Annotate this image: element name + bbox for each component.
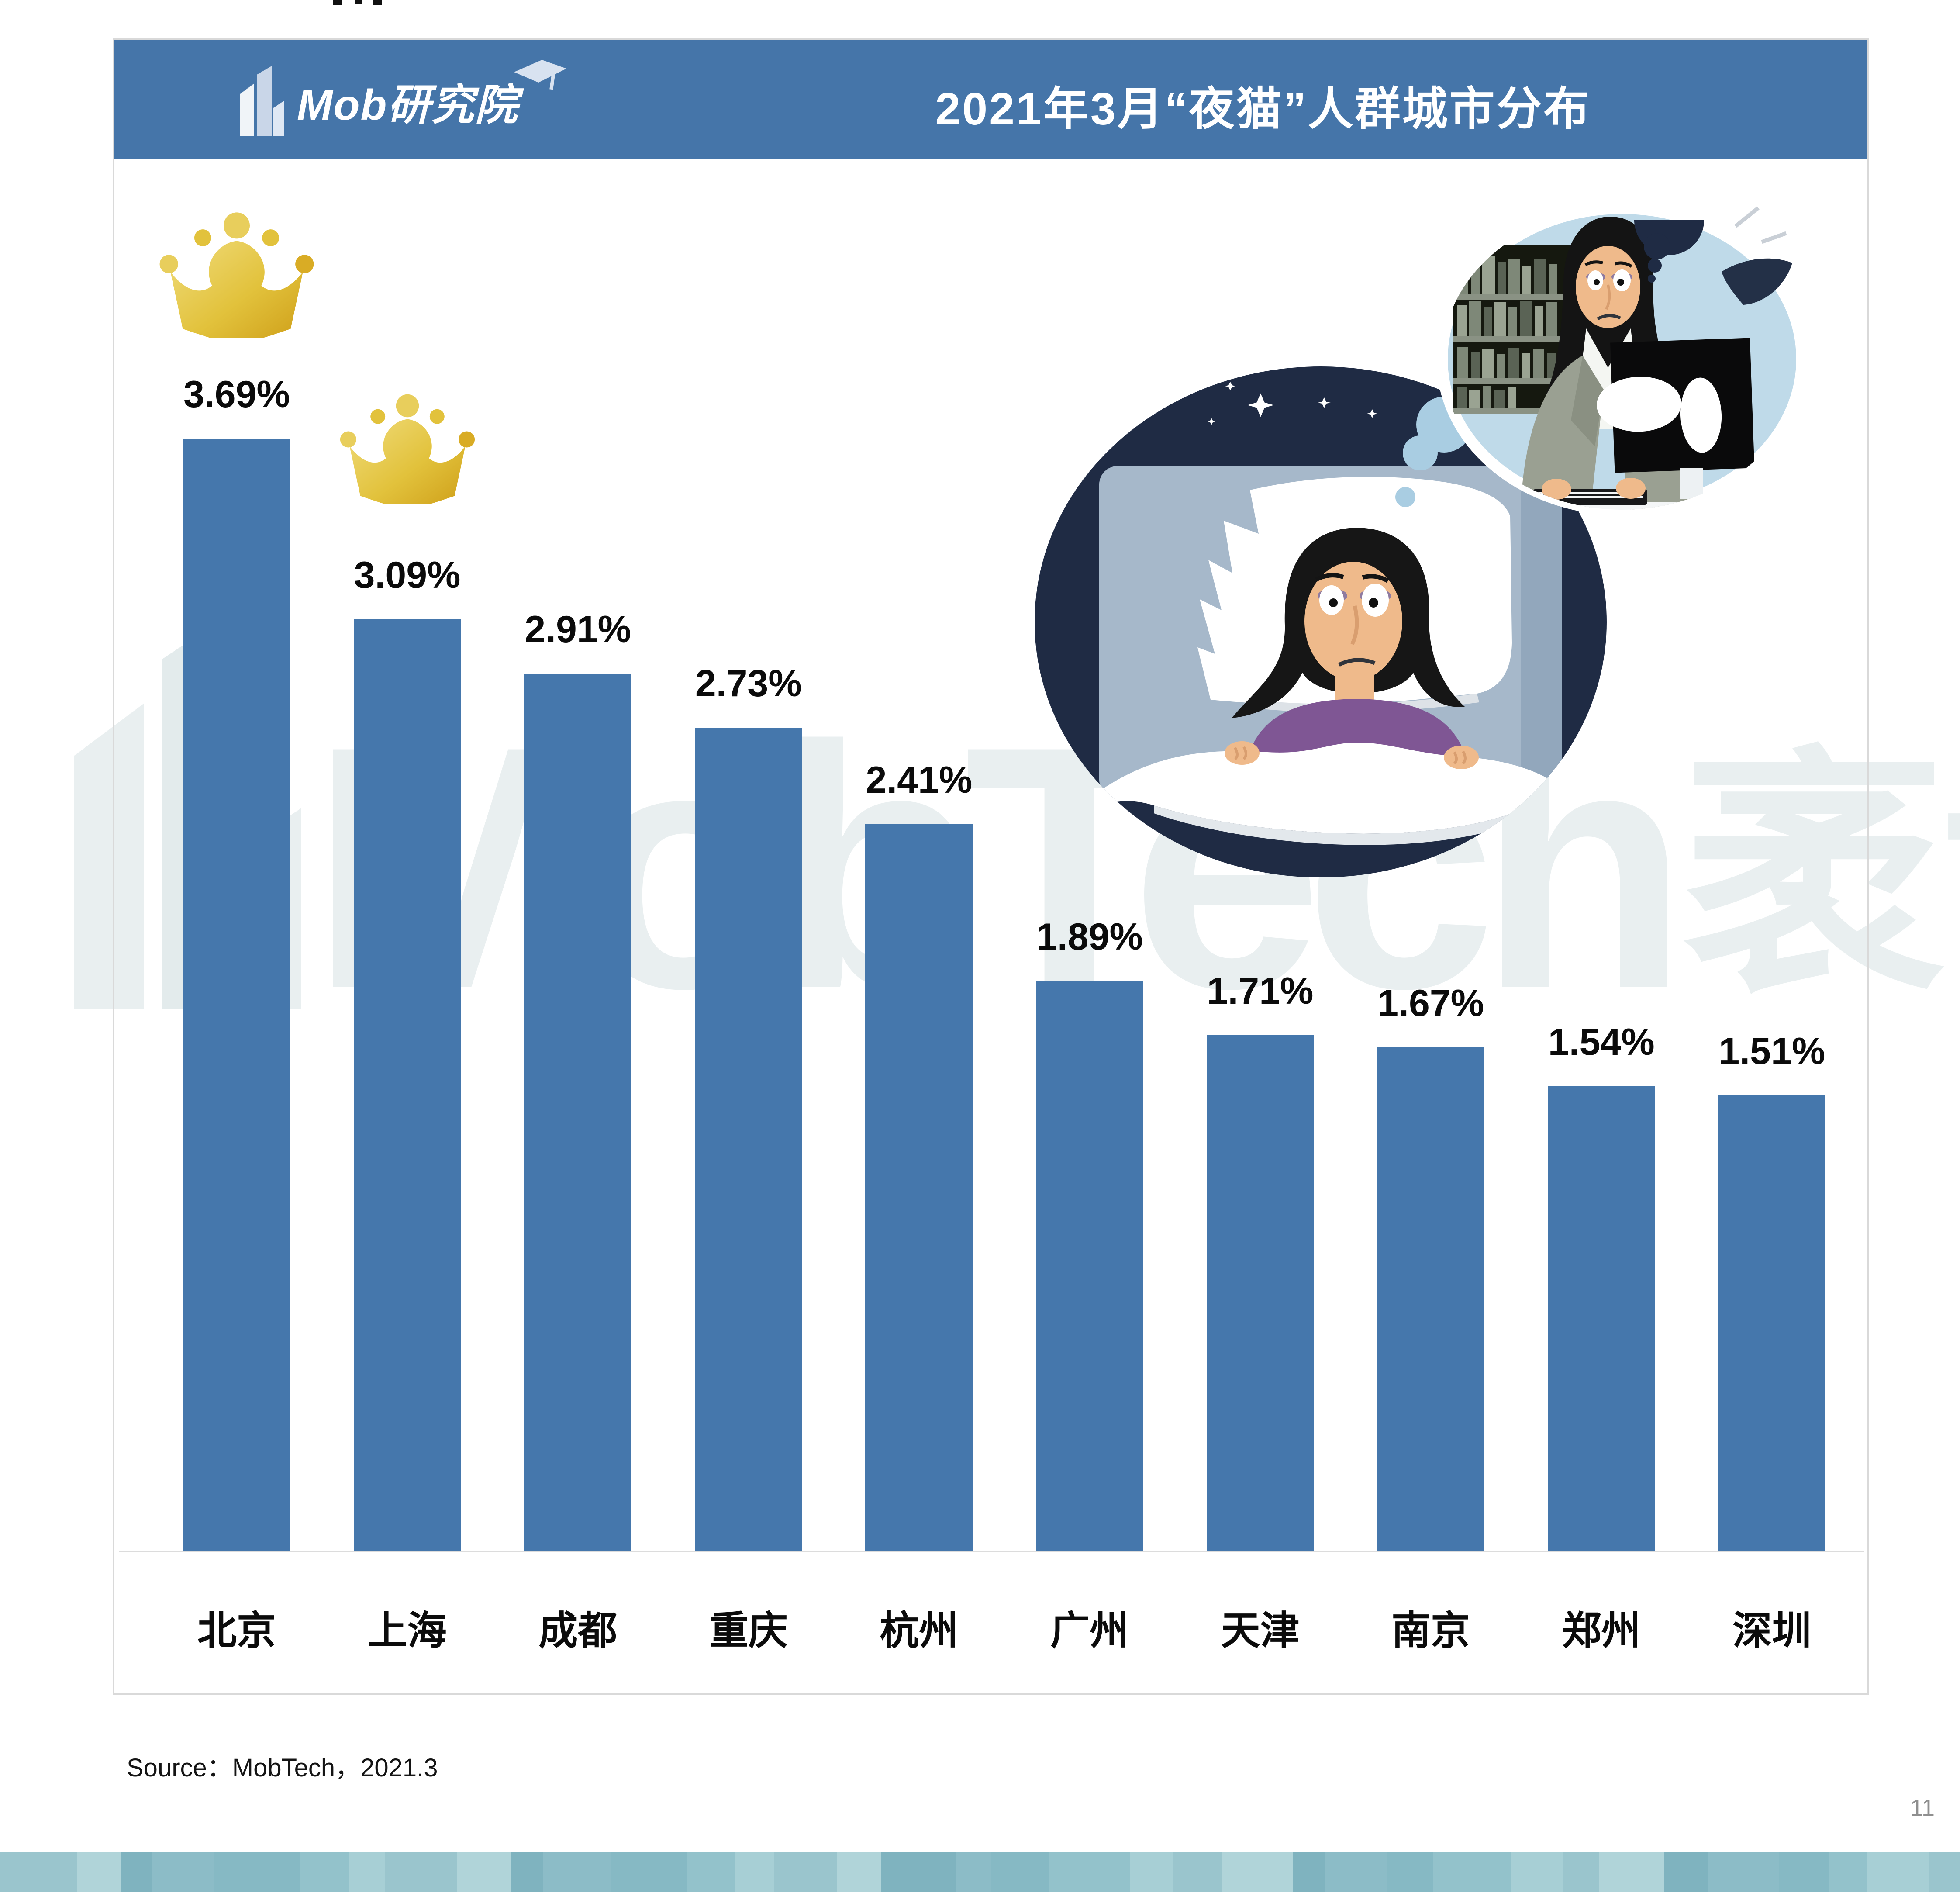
bar-南京 (1377, 1047, 1485, 1551)
footer-band-stripe (300, 1852, 349, 1892)
value-label: 2.91% (525, 608, 631, 650)
footer-band-stripe (1173, 1852, 1222, 1892)
footer-band-stripe (837, 1852, 882, 1892)
footer-band-stripe (511, 1852, 544, 1892)
blanket (1093, 743, 1563, 834)
value-label: 1.67% (1377, 982, 1484, 1024)
panel-header: Mob研究院 2021年3月“夜猫”人群城市分布 (114, 40, 1867, 159)
footer-band-stripe (77, 1852, 121, 1892)
crown-icon (147, 207, 326, 343)
bar-杭州 (865, 824, 973, 1551)
cropped-logo-fragment (355, 0, 362, 4)
footer-band-stripe (1130, 1852, 1173, 1892)
footer-band-stripe (1222, 1852, 1293, 1892)
bar-上海 (353, 619, 461, 1551)
cropped-logo-fragment (333, 0, 342, 5)
footer-band-stripe (1929, 1852, 1960, 1892)
footer-band-stripe (1386, 1852, 1433, 1892)
dream-hand (1542, 479, 1571, 500)
footer-band-stripe (1292, 1852, 1326, 1892)
footer-band-stripe (457, 1852, 512, 1892)
city-label: 天津 (1221, 1609, 1300, 1653)
footer-band-stripe (349, 1852, 385, 1892)
bar-北京 (183, 439, 290, 1551)
footer-band-stripe (543, 1852, 611, 1892)
bar-成都 (524, 674, 632, 1551)
dream-hand (1616, 478, 1646, 499)
footer-band-stripe (1664, 1852, 1708, 1892)
building-icon (240, 66, 284, 136)
footer-band-stripe (0, 1852, 78, 1892)
footer-band-stripe (1829, 1852, 1867, 1892)
source-note: Source：MobTech，2021.3 (127, 1754, 438, 1782)
footer-band-stripe (735, 1852, 774, 1892)
footer-band-stripe (611, 1852, 687, 1892)
value-label: 3.09% (354, 554, 461, 596)
city-label: 深圳 (1732, 1609, 1812, 1653)
bar-深圳 (1718, 1095, 1826, 1551)
city-label: 重庆 (709, 1609, 788, 1653)
footer-band-stripe (881, 1852, 956, 1892)
footer-band-stripe (121, 1852, 152, 1892)
city-label: 广州 (1050, 1609, 1129, 1653)
footer-band-stripe (1599, 1852, 1665, 1892)
mob-research-logo: Mob研究院 (237, 58, 575, 145)
monitor (1597, 338, 1755, 473)
chart-panel: Mob研究院 2021年3月“夜猫”人群城市分布 3.69% 北京 3.09% 上海 2… (113, 38, 1869, 1695)
city-label: 郑州 (1562, 1609, 1641, 1653)
chart-title: 2021年3月“夜猫”人群城市分布 (935, 84, 1591, 135)
footer-band-stripe (1779, 1852, 1829, 1892)
hands (1225, 741, 1479, 769)
bar-重庆 (694, 728, 802, 1551)
page-number: 11 (1910, 1795, 1935, 1821)
footer-band-stripe (1708, 1852, 1779, 1892)
footer-band-stripe (1867, 1852, 1929, 1892)
city-label: 上海 (368, 1609, 447, 1653)
city-label: 杭州 (880, 1609, 959, 1653)
footer-band-stripe (1563, 1852, 1600, 1892)
value-label: 1.89% (1036, 916, 1143, 958)
city-label: 北京 (197, 1609, 276, 1653)
brand-name: Mob研究院 (297, 81, 519, 129)
cropped-logo-fragment (373, 0, 382, 5)
graduation-cap-icon (514, 60, 567, 90)
monitor-stand (1680, 468, 1703, 499)
value-label: 2.41% (866, 759, 973, 801)
bar-郑州 (1547, 1086, 1655, 1551)
crown-icon (331, 390, 484, 508)
value-label: 1.54% (1548, 1021, 1655, 1063)
decorative-footer-band (0, 1852, 1960, 1892)
bar-广州 (1036, 981, 1143, 1551)
x-axis-line (119, 1551, 1864, 1552)
footer-band-stripe (1510, 1852, 1563, 1892)
stars (1208, 382, 1377, 425)
value-label: 1.71% (1207, 970, 1314, 1012)
footer-band-stripe (956, 1852, 991, 1892)
footer-band-stripe (214, 1852, 300, 1892)
value-label: 1.51% (1718, 1030, 1825, 1072)
insomnia-illustration (1035, 203, 1808, 877)
footer-band-stripe (152, 1852, 214, 1892)
footer-band-stripe (774, 1852, 837, 1892)
footer-band-stripe (385, 1852, 457, 1892)
night-doodles (1634, 206, 1792, 305)
city-label: 南京 (1391, 1609, 1470, 1653)
footer-band-stripe (1433, 1852, 1511, 1892)
footer-band-stripe (1049, 1852, 1131, 1892)
footer-band-stripe (1325, 1852, 1387, 1892)
value-label: 3.69% (183, 373, 290, 415)
footer-band-stripe (687, 1852, 735, 1892)
bar-天津 (1206, 1035, 1314, 1551)
value-label: 2.73% (695, 663, 802, 705)
footer-band-stripe (990, 1852, 1049, 1892)
city-label: 成都 (538, 1609, 618, 1653)
